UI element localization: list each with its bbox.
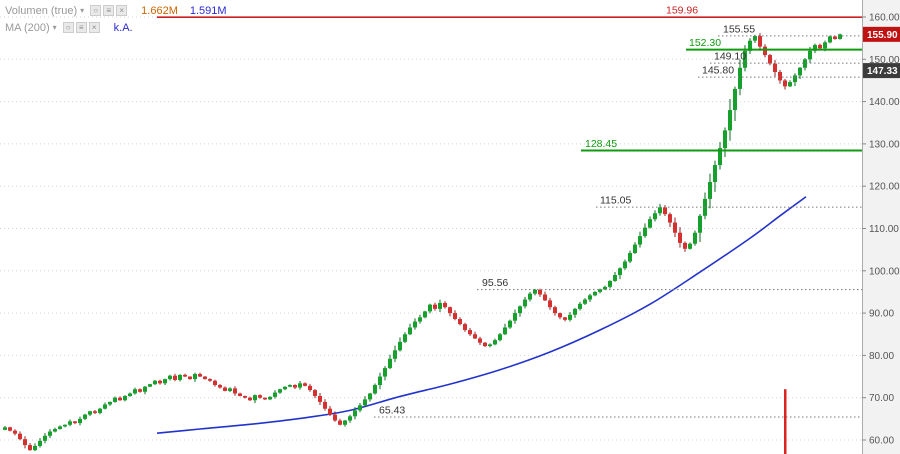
indicator-value-volume-1: 1.662M <box>141 4 178 17</box>
axis-tick-label: 100.00 <box>869 266 900 277</box>
axis-tick-label: 150.00 <box>869 55 900 66</box>
chevron-down-icon[interactable]: ▾ <box>80 6 85 15</box>
price-level-label: 159.96 <box>666 5 698 17</box>
price-axis-badge: 147.33 <box>863 63 900 79</box>
price-level-label: 152.30 <box>689 37 721 49</box>
price-level-label: 155.55 <box>723 23 755 35</box>
price-level-label: 95.56 <box>482 277 508 289</box>
grid-lines <box>0 16 862 441</box>
axis-tick-label: 90.00 <box>869 309 894 320</box>
indicator-value-volume-2: 1.591M <box>189 4 227 17</box>
axis-tick-label: 110.00 <box>869 224 899 235</box>
price-level-label: 149.10 <box>714 51 746 63</box>
axis-tick-label: 160.00 <box>869 13 900 24</box>
candlestick-series <box>3 33 842 452</box>
legend-row-ma: MA (200) ▾ ○ ≡ × k.A. <box>5 20 227 35</box>
volume-bar <box>784 389 787 454</box>
close-icon[interactable]: × <box>116 5 128 16</box>
settings-icon[interactable]: ≡ <box>103 5 115 16</box>
indicator-legend: Volumen (true) ▾ ○ ≡ × 1.662M 1.591M MA … <box>5 3 227 37</box>
price-level-label: 65.43 <box>379 405 405 417</box>
price-axis-badge: 155.90 <box>863 26 900 42</box>
indicator-name-ma: MA (200) <box>5 21 50 34</box>
indicator-value-ma: k.A. <box>113 21 133 34</box>
axis-tick-label: 130.00 <box>869 139 900 150</box>
close-icon[interactable]: × <box>88 22 100 33</box>
ma200-line <box>156 196 807 435</box>
price-level-label: 115.05 <box>600 195 631 207</box>
axis-tick-label: 60.00 <box>869 436 894 447</box>
axis-tick-label: 70.00 <box>869 393 894 404</box>
price-badge-value: 155.90 <box>867 30 898 41</box>
chevron-down-icon[interactable]: ▾ <box>52 23 57 32</box>
legend-row-volume: Volumen (true) ▾ ○ ≡ × 1.662M 1.591M <box>5 3 227 18</box>
indicator-name-volume: Volumen (true) <box>5 4 78 17</box>
price-axis-labels: 160.00 150.00 140.00 130.00 120.00 110.00 100.… <box>862 13 900 447</box>
price-level-label: 128.45 <box>585 138 617 150</box>
axis-tick-label: 140.00 <box>869 97 900 108</box>
price-level-label: 145.80 <box>702 65 734 77</box>
eye-icon[interactable]: ○ <box>90 5 102 16</box>
axis-tick-label: 80.00 <box>869 351 894 362</box>
eye-icon[interactable]: ○ <box>62 22 74 33</box>
price-badge-value: 147.33 <box>867 66 898 77</box>
settings-icon[interactable]: ≡ <box>75 22 87 33</box>
axis-tick-label: 120.00 <box>869 182 900 193</box>
